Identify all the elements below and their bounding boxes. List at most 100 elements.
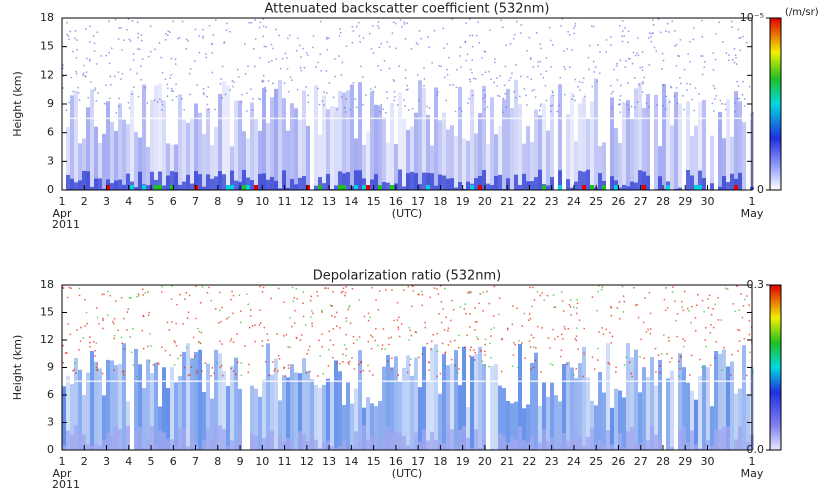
depol-texture (318, 387, 322, 450)
backscatter-texture (182, 181, 186, 190)
texture-dot (261, 345, 264, 347)
depol-texture (398, 380, 402, 450)
backscatter-texture (646, 175, 650, 190)
texture-dot (198, 35, 201, 37)
texture-dot (142, 294, 144, 296)
texture-dot (200, 302, 202, 304)
texture-dot (471, 71, 473, 74)
texture-dot (533, 89, 535, 91)
texture-dot (640, 338, 642, 341)
texture-dot (579, 89, 581, 91)
texture-dot (511, 72, 513, 75)
backscatter-texture (226, 85, 230, 190)
texture-dot (663, 334, 665, 336)
texture-dot (358, 21, 360, 24)
backscatter-texture (302, 175, 306, 190)
texture-dot (493, 285, 496, 288)
depol-texture (238, 426, 242, 450)
backscatter-texture (438, 174, 442, 190)
texture-dot (308, 345, 311, 348)
texture-dot (67, 35, 70, 37)
depol-texture (406, 355, 410, 450)
texture-dot (473, 349, 475, 351)
texture-dot (62, 344, 64, 347)
depol-texture (386, 426, 390, 450)
texture-dot (344, 294, 346, 297)
texture-dot (734, 111, 736, 113)
texture-dot (188, 294, 191, 297)
backscatter-texture (90, 186, 94, 190)
texture-dot (668, 340, 670, 342)
texture-dot (501, 338, 504, 340)
texture-dot (712, 308, 714, 310)
texture-dot (484, 354, 486, 356)
texture-dot (291, 325, 293, 328)
texture-dot (666, 307, 669, 309)
texture-dot (169, 354, 171, 356)
texture-dot (199, 342, 202, 345)
texture-dot (436, 375, 438, 378)
texture-dot (86, 57, 88, 60)
depol-texture (74, 425, 78, 450)
texture-dot (154, 48, 156, 51)
texture-dot (76, 329, 78, 331)
backscatter-texture (194, 171, 198, 190)
texture-dot (601, 327, 603, 329)
backscatter-texture (362, 185, 366, 190)
texture-dot (240, 374, 243, 377)
x-tick-label: 2 (81, 195, 88, 208)
texture-dot (483, 50, 486, 53)
depol-texture (366, 439, 370, 450)
texture-dot (679, 355, 682, 357)
texture-dot (647, 328, 649, 331)
texture-dot (469, 78, 471, 81)
texture-dot (623, 35, 625, 37)
texture-dot (240, 362, 242, 364)
texture-dot (717, 319, 720, 321)
texture-dot (588, 44, 591, 47)
texture-dot (189, 93, 191, 96)
texture-dot (380, 103, 382, 106)
depol-texture (414, 432, 418, 450)
texture-dot (236, 361, 239, 364)
depol-texture (406, 445, 410, 450)
texture-dot (207, 86, 210, 88)
texture-dot (161, 346, 163, 348)
texture-dot (601, 286, 604, 288)
texture-dot (680, 356, 682, 359)
depol-texture (418, 387, 422, 450)
depol-texture (666, 444, 670, 450)
texture-dot (185, 292, 187, 294)
texture-dot (284, 375, 287, 377)
texture-dot (505, 106, 508, 109)
texture-dot (212, 34, 215, 36)
texture-dot (359, 371, 362, 373)
backscatter-texture (402, 117, 406, 190)
texture-dot (697, 294, 699, 296)
texture-dot (484, 108, 486, 111)
texture-dot (254, 340, 256, 343)
texture-dot (502, 111, 504, 113)
texture-dot (175, 63, 177, 65)
depol-texture (266, 343, 270, 450)
depol-texture (70, 434, 74, 450)
texture-dot (221, 364, 223, 367)
texture-dot (701, 55, 704, 57)
backscatter-texture (494, 134, 498, 190)
texture-dot (62, 286, 64, 289)
texture-dot (137, 36, 139, 39)
depol-texture (502, 435, 506, 450)
texture-dot (530, 346, 532, 348)
texture-dot (407, 88, 409, 91)
texture-dot (654, 347, 657, 350)
backscatter-texture (158, 83, 162, 190)
depol-texture (198, 349, 202, 450)
texture-dot (352, 342, 355, 345)
depol-texture (706, 440, 710, 450)
texture-dot (744, 298, 746, 301)
texture-dot (490, 78, 492, 80)
x-tick-label: 4 (125, 455, 132, 468)
texture-dot (328, 330, 330, 333)
texture-dot (170, 298, 173, 300)
texture-dot (68, 286, 71, 289)
